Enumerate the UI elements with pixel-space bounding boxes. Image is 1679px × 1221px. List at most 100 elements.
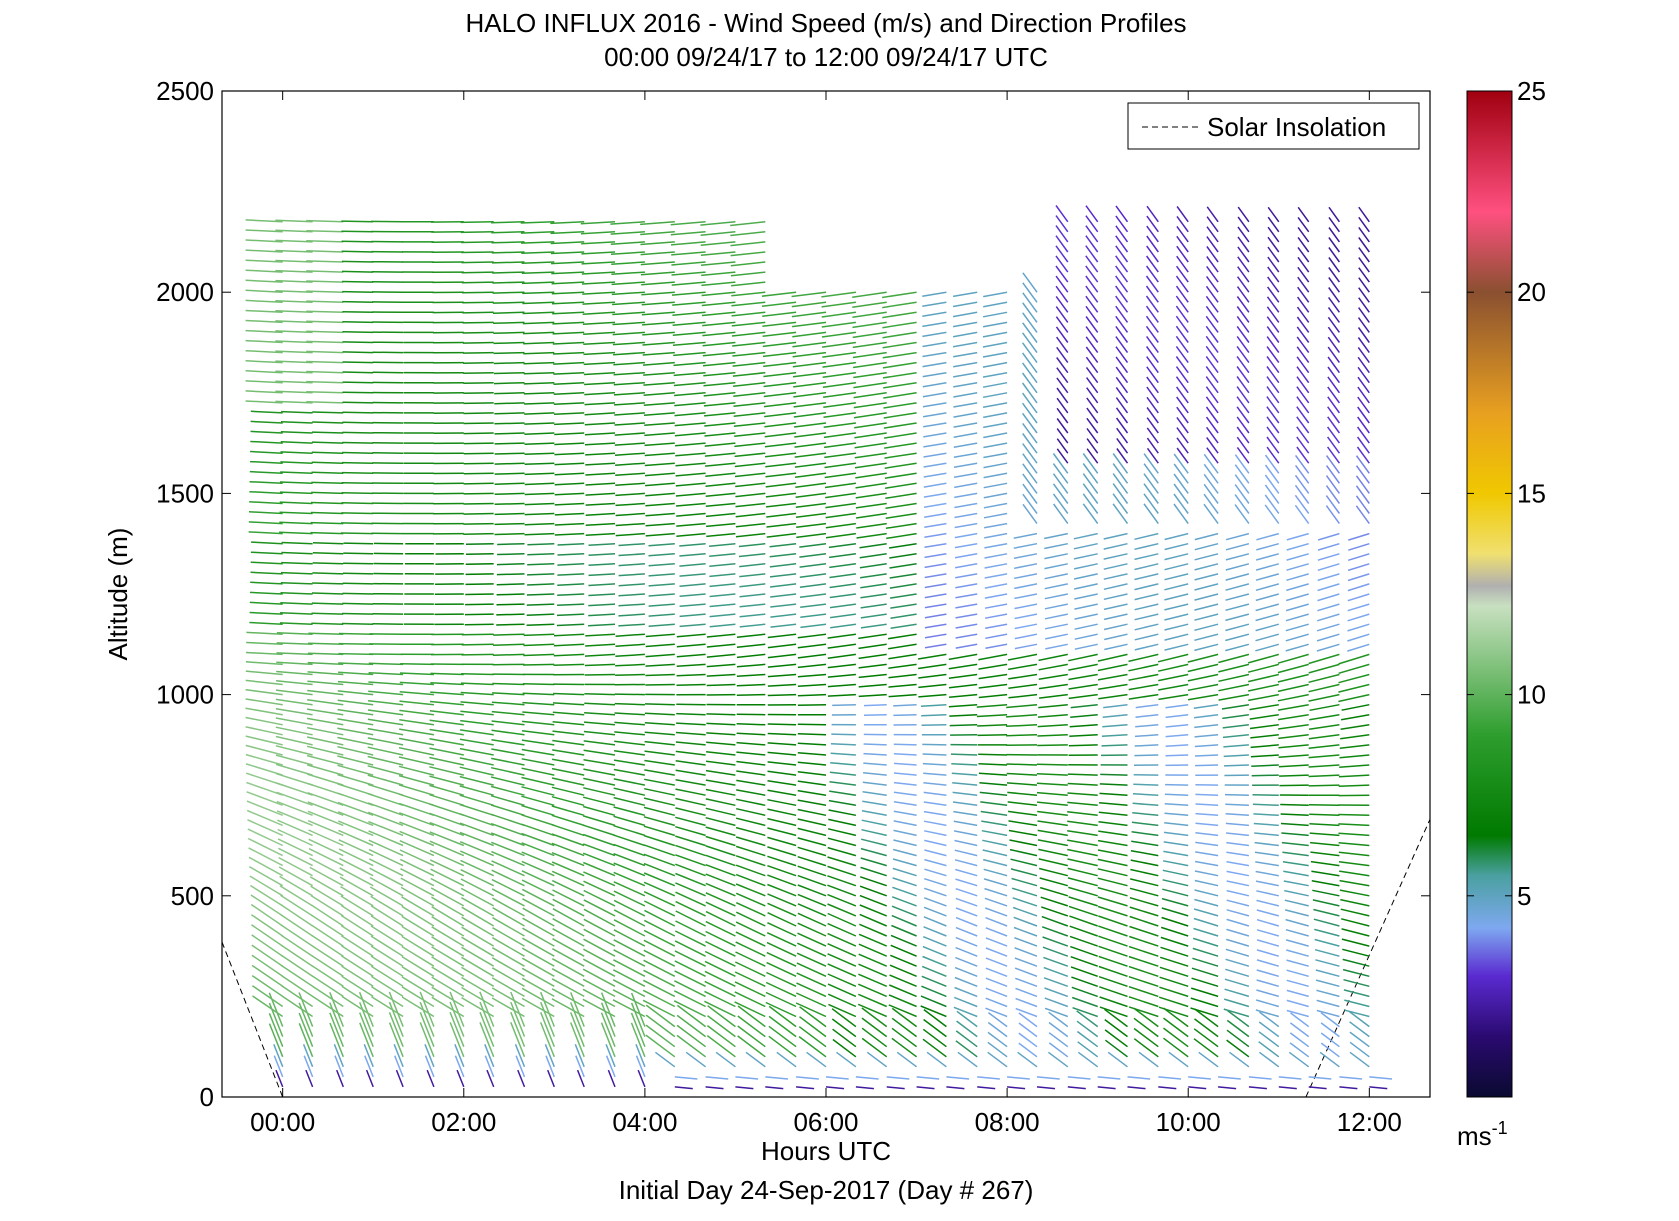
- wind-vector: [864, 744, 887, 745]
- wind-vector: [464, 493, 494, 494]
- wind-vector: [832, 705, 856, 706]
- wind-vector: [464, 423, 494, 424]
- wind-vector: [492, 684, 524, 685]
- wind-vector: [338, 654, 373, 655]
- wind-vector: [615, 675, 645, 676]
- wind-vector: [1166, 755, 1189, 756]
- wind-vector: [343, 332, 374, 333]
- wind-vector: [1195, 794, 1218, 795]
- wind-vector: [493, 292, 525, 293]
- wind-vector: [494, 343, 525, 344]
- wind-vector: [494, 363, 525, 364]
- x-tick-label: 06:00: [793, 1107, 858, 1137]
- y-tick-label: 2500: [156, 76, 214, 106]
- colorbar-tick-label: 25: [1517, 76, 1546, 106]
- wind-vector: [1068, 774, 1098, 775]
- wind-vector: [494, 383, 525, 384]
- wind-vector: [463, 393, 493, 394]
- wind-vector: [311, 513, 343, 514]
- wind-vector: [311, 503, 343, 504]
- wind-vector: [978, 735, 1008, 736]
- wind-vector: [312, 573, 343, 574]
- wind-vector: [523, 684, 555, 685]
- wind-vector: [493, 644, 524, 645]
- wind-vector: [312, 452, 344, 453]
- colorbar-tick-label: 5: [1517, 881, 1531, 911]
- wind-vector: [342, 251, 374, 252]
- chart-footer: Initial Day 24-Sep-2017 (Day # 267): [619, 1175, 1034, 1205]
- wind-vector: [463, 534, 493, 535]
- wind-vector: [1195, 765, 1218, 766]
- x-tick-label: 02:00: [431, 1107, 496, 1137]
- chart-subtitle: 00:00 09/24/17 to 12:00 09/24/17 UTC: [604, 42, 1048, 72]
- colorbar-tick-label: 20: [1517, 277, 1546, 307]
- wind-vector: [312, 472, 344, 473]
- wind-vector: [342, 453, 373, 454]
- wind-vector: [527, 574, 554, 575]
- wind-vector: [312, 593, 343, 594]
- wind-vector: [494, 423, 524, 424]
- wind-vector: [464, 483, 494, 484]
- wind-vector: [464, 514, 494, 515]
- colorbar-tick-label: 10: [1517, 680, 1546, 710]
- wind-vector: [342, 261, 373, 262]
- wind-vector: [461, 222, 494, 223]
- legend-label: Solar Insolation: [1207, 112, 1386, 142]
- wind-vector: [950, 725, 978, 726]
- wind-vector: [464, 504, 494, 505]
- wind-vector: [492, 252, 525, 253]
- wind-vector: [343, 372, 374, 373]
- wind-vector: [1279, 775, 1309, 776]
- wind-vector: [1309, 785, 1340, 786]
- wind-vector: [339, 644, 374, 645]
- wind-vector: [464, 433, 494, 434]
- wind-vector: [677, 685, 706, 686]
- wind-vector: [495, 504, 525, 505]
- wind-vector: [342, 271, 373, 272]
- x-tick-label: 00:00: [250, 1107, 315, 1137]
- wind-vector: [768, 695, 796, 696]
- wind-vector: [676, 704, 705, 705]
- wind-vector: [341, 231, 373, 232]
- wind-vector: [494, 353, 525, 354]
- wind-vector: [496, 624, 524, 625]
- wind-vector: [493, 332, 524, 333]
- wind-vector: [495, 473, 525, 474]
- x-tick-label: 12:00: [1337, 1107, 1402, 1137]
- wind-vector: [462, 272, 494, 273]
- wind-vector: [645, 704, 675, 705]
- wind-vector: [311, 492, 343, 493]
- wind-vector: [461, 242, 494, 243]
- wind-vector: [462, 654, 494, 655]
- wind-vector: [645, 675, 674, 676]
- wind-vector: [497, 544, 524, 545]
- wind-vector: [737, 714, 766, 715]
- wind-vector: [1280, 805, 1309, 806]
- wind-vector: [312, 603, 344, 604]
- wind-vector: [894, 744, 917, 745]
- wind-vector: [312, 412, 343, 413]
- wind-vector: [493, 302, 525, 303]
- wind-vector: [342, 463, 373, 464]
- wind-vector: [893, 715, 916, 716]
- wind-vector: [343, 563, 373, 564]
- wind-vector: [493, 634, 524, 635]
- wind-vector: [1253, 804, 1279, 805]
- wind-vector: [462, 282, 494, 283]
- wind-vector: [495, 463, 525, 464]
- wind-vector: [342, 483, 374, 484]
- wind-vector: [615, 694, 645, 695]
- wind-vector: [343, 352, 374, 353]
- wind-vector: [464, 413, 494, 414]
- wind-vector: [1007, 764, 1038, 765]
- wind-vector: [493, 322, 524, 323]
- wind-vector: [798, 705, 826, 706]
- wind-vector: [645, 685, 675, 686]
- wind-vector: [1195, 755, 1218, 756]
- wind-vector: [342, 432, 373, 433]
- wind-vector: [495, 443, 525, 444]
- wind-vector: [311, 482, 343, 483]
- wind-vector: [344, 543, 374, 544]
- wind-vector: [463, 343, 494, 344]
- wind-vector: [492, 262, 525, 263]
